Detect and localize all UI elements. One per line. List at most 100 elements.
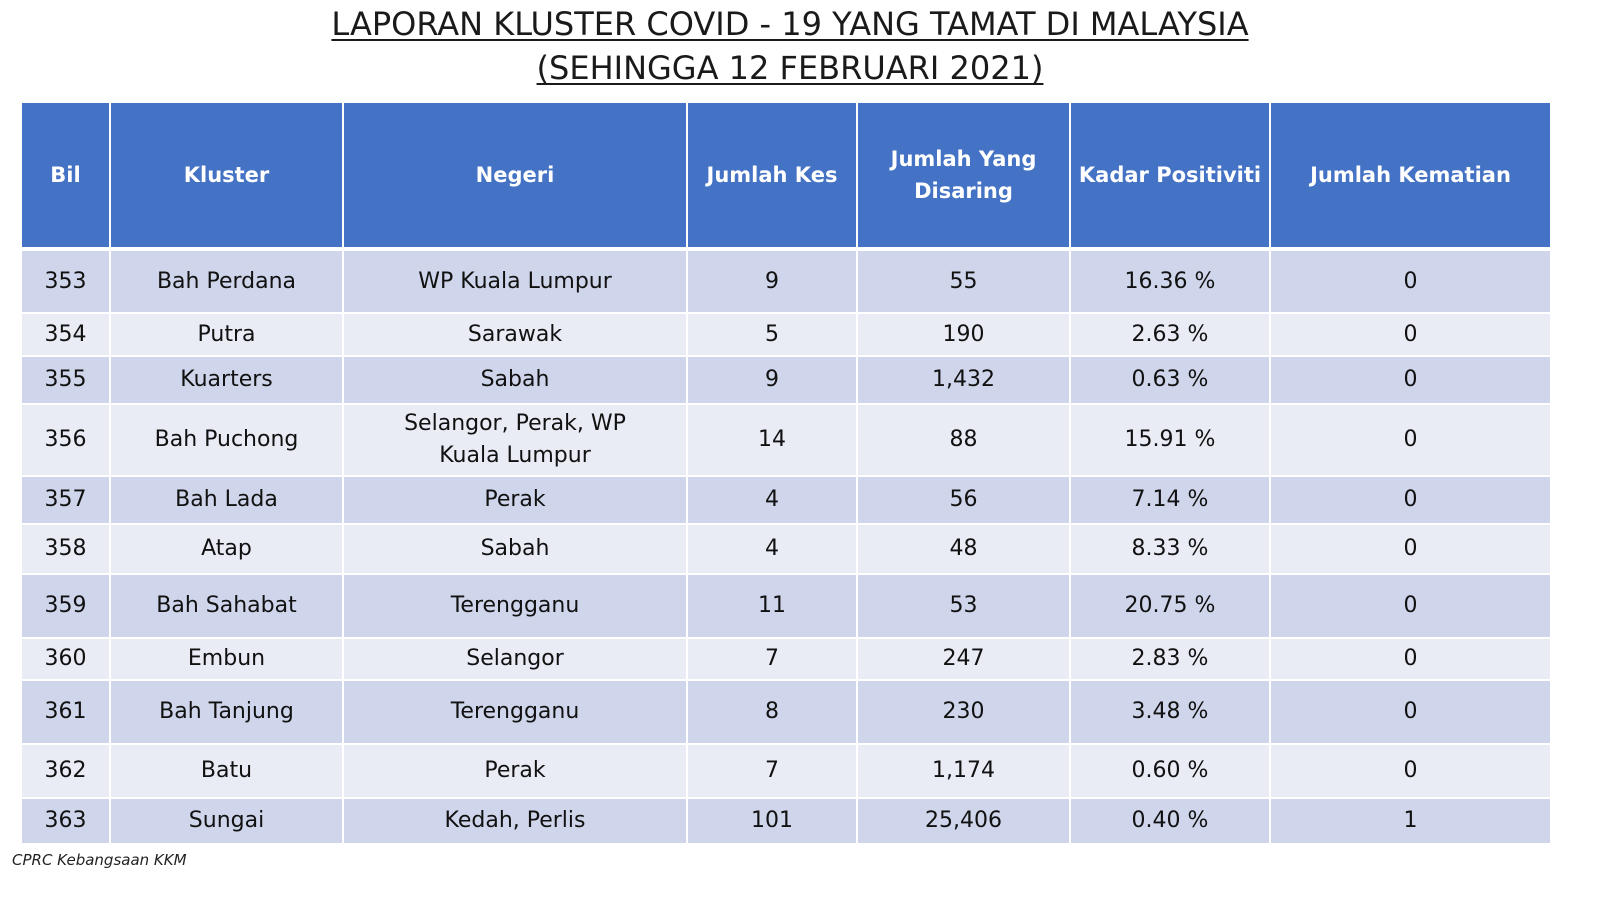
cell-kadar-positiviti: 7.14 % [1070,475,1271,524]
cell-jumlah-kematian: 0 [1270,355,1550,404]
title-line-1: LAPORAN KLUSTER COVID - 19 YANG TAMAT DI… [331,5,1249,43]
cell-negeri: Selangor, Perak, WP Kuala Lumpur [343,403,688,476]
cell-negeri: Perak [343,743,688,798]
cell-negeri: Sabah [343,355,688,404]
cell-jumlah-kematian: 0 [1270,475,1550,524]
cell-kluster: Bah Sahabat [110,573,344,638]
cell-bil: 359 [22,573,111,638]
cell-kadar-positiviti: 3.48 % [1070,679,1271,744]
cell-kluster: Bah Tanjung [110,679,344,744]
cell-jumlah-kes: 11 [687,573,858,638]
cell-kadar-positiviti: 0.63 % [1070,355,1271,404]
table-row: 355 Kuarters Sabah 9 1,432 0.63 % 0 [22,355,1550,404]
cell-jumlah-disaring: 247 [857,637,1071,680]
cluster-table: Bil Kluster Negeri Jumlah Kes Jumlah Yan… [22,103,1550,843]
source-footer: CPRC Kebangsaan KKM [12,851,187,869]
cell-kadar-positiviti: 0.60 % [1070,743,1271,798]
cell-bil: 363 [22,797,111,843]
cell-negeri: Selangor [343,637,688,680]
cell-jumlah-kematian: 0 [1270,403,1550,476]
table-row: 358 Atap Sabah 4 48 8.33 % 0 [22,523,1550,574]
cell-kadar-positiviti: 2.63 % [1070,312,1271,356]
table-row: 360 Embun Selangor 7 247 2.83 % 0 [22,637,1550,680]
cell-kadar-positiviti: 15.91 % [1070,403,1271,476]
cell-kluster: Kuarters [110,355,344,404]
cell-jumlah-kematian: 1 [1270,797,1550,843]
cell-jumlah-kes: 7 [687,637,858,680]
cell-jumlah-kematian: 0 [1270,743,1550,798]
cell-negeri: Terengganu [343,679,688,744]
cell-bil: 353 [22,248,111,313]
table-row: 356 Bah Puchong Selangor, Perak, WP Kual… [22,403,1550,476]
cell-kluster: Atap [110,523,344,574]
cell-jumlah-kes: 9 [687,355,858,404]
cell-jumlah-disaring: 56 [857,475,1071,524]
cell-jumlah-disaring: 230 [857,679,1071,744]
table-row: 357 Bah Lada Perak 4 56 7.14 % 0 [22,475,1550,524]
cell-jumlah-kes: 5 [687,312,858,356]
cell-bil: 356 [22,403,111,476]
cell-kadar-positiviti: 2.83 % [1070,637,1271,680]
cell-bil: 360 [22,637,111,680]
cell-jumlah-kes: 7 [687,743,858,798]
cell-bil: 354 [22,312,111,356]
cell-bil: 355 [22,355,111,404]
cell-bil: 362 [22,743,111,798]
cell-negeri: Terengganu [343,573,688,638]
table-row: 363 Sungai Kedah, Perlis 101 25,406 0.40… [22,797,1550,843]
cell-kadar-positiviti: 8.33 % [1070,523,1271,574]
cell-jumlah-kematian: 0 [1270,637,1550,680]
cell-bil: 358 [22,523,111,574]
header-jumlah-disaring: Jumlah Yang Disaring [857,103,1071,249]
cell-negeri: Kedah, Perlis [343,797,688,843]
cell-kadar-positiviti: 20.75 % [1070,573,1271,638]
header-negeri: Negeri [343,103,688,249]
header-bil: Bil [22,103,111,249]
table-row: 361 Bah Tanjung Terengganu 8 230 3.48 % … [22,679,1550,744]
header-row: Bil Kluster Negeri Jumlah Kes Jumlah Yan… [22,103,1550,249]
cell-jumlah-disaring: 53 [857,573,1071,638]
cell-jumlah-kematian: 0 [1270,679,1550,744]
cell-jumlah-kes: 14 [687,403,858,476]
cell-negeri: Sarawak [343,312,688,356]
cell-jumlah-kes: 9 [687,248,858,313]
cell-negeri: Perak [343,475,688,524]
cell-jumlah-kematian: 0 [1270,523,1550,574]
cell-bil: 361 [22,679,111,744]
cell-jumlah-disaring: 190 [857,312,1071,356]
cell-kluster: Bah Lada [110,475,344,524]
cell-jumlah-disaring: 48 [857,523,1071,574]
cell-jumlah-kes: 4 [687,475,858,524]
cell-jumlah-kes: 101 [687,797,858,843]
header-jumlah-kematian: Jumlah Kematian [1270,103,1550,249]
cell-jumlah-kes: 4 [687,523,858,574]
cell-jumlah-disaring: 25,406 [857,797,1071,843]
cell-kluster: Batu [110,743,344,798]
cell-kluster: Putra [110,312,344,356]
cell-jumlah-disaring: 1,432 [857,355,1071,404]
cell-jumlah-disaring: 1,174 [857,743,1071,798]
cell-jumlah-kematian: 0 [1270,312,1550,356]
cell-jumlah-kematian: 0 [1270,573,1550,638]
cell-bil: 357 [22,475,111,524]
header-jumlah-kes: Jumlah Kes [687,103,858,249]
report-title: LAPORAN KLUSTER COVID - 19 YANG TAMAT DI… [0,2,1580,90]
cell-negeri: WP Kuala Lumpur [343,248,688,313]
cell-jumlah-disaring: 88 [857,403,1071,476]
table-row: 354 Putra Sarawak 5 190 2.63 % 0 [22,312,1550,356]
cell-kadar-positiviti: 16.36 % [1070,248,1271,313]
cell-negeri: Sabah [343,523,688,574]
cell-kluster: Embun [110,637,344,680]
cell-jumlah-kes: 8 [687,679,858,744]
title-line-2: (SEHINGGA 12 FEBRUARI 2021) [536,49,1044,87]
cell-kluster: Bah Puchong [110,403,344,476]
cell-kadar-positiviti: 0.40 % [1070,797,1271,843]
cell-kluster: Sungai [110,797,344,843]
header-kadar-positiviti: Kadar Positiviti [1070,103,1271,249]
table-row: 359 Bah Sahabat Terengganu 11 53 20.75 %… [22,573,1550,638]
cell-jumlah-kematian: 0 [1270,248,1550,313]
table-row: 362 Batu Perak 7 1,174 0.60 % 0 [22,743,1550,798]
header-kluster: Kluster [110,103,344,249]
cell-jumlah-disaring: 55 [857,248,1071,313]
table-row: 353 Bah Perdana WP Kuala Lumpur 9 55 16.… [22,248,1550,313]
